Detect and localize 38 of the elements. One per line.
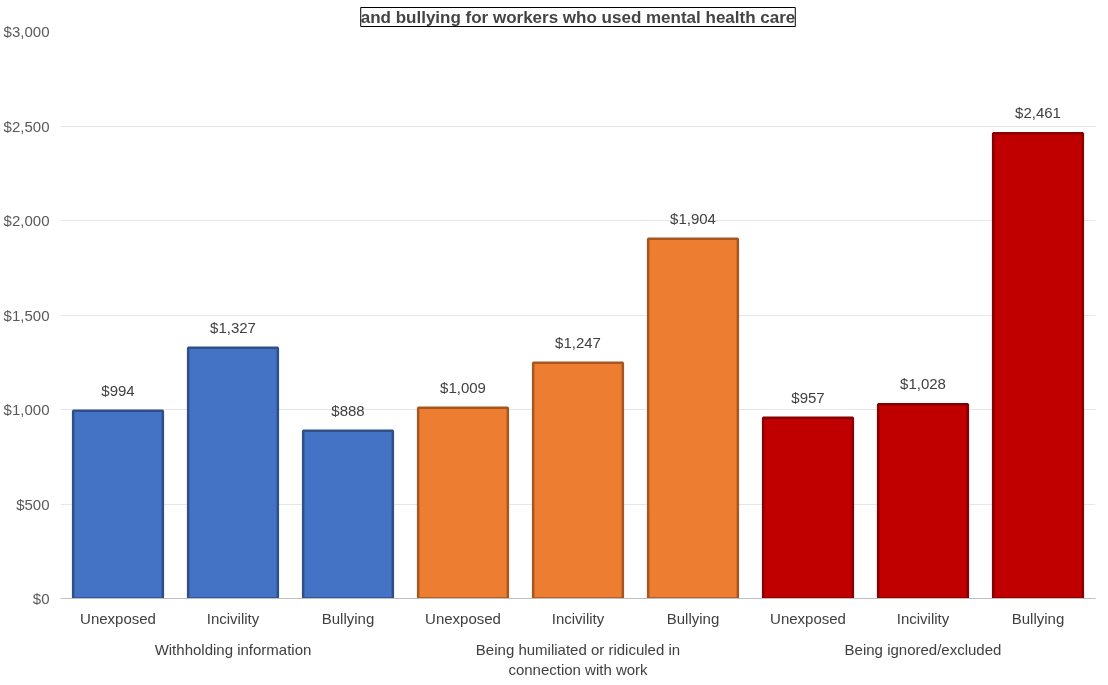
x-tick-label: Unexposed <box>425 609 501 627</box>
y-tick-label: $2,500 <box>3 117 50 135</box>
text: Being ignored/excluded <box>844 640 1002 658</box>
y-tick-label: $1,500 <box>3 306 50 324</box>
x-tick-label: Unexposed <box>80 609 156 627</box>
chart-title: and bullying for workers who used mental health care <box>360 7 796 27</box>
x-tick-label: Incivility <box>206 609 260 627</box>
bar <box>876 402 970 599</box>
y-tick-label: $2,000 <box>3 212 50 229</box>
data-label: $1,247 <box>555 333 601 351</box>
x-tick-label: Bullying <box>666 609 720 627</box>
y-tick-label: $3,000 <box>3 23 50 40</box>
data-label: $957 <box>791 388 825 406</box>
data-label: $888 <box>331 401 365 419</box>
data-label: $2,461 <box>1015 104 1061 122</box>
x-tick-label: Incivility <box>896 609 950 627</box>
data-label: $1,904 <box>670 209 716 227</box>
data-label: $994 <box>101 381 135 399</box>
bar <box>761 416 855 599</box>
x-tick-label: Unexposed <box>770 609 846 627</box>
text: Withholding information <box>154 640 312 658</box>
bar <box>71 409 165 599</box>
x-tick-label: Incivility <box>551 609 605 627</box>
x-tick-label: Bullying <box>321 609 375 627</box>
y-tick-label: $1,000 <box>3 401 50 418</box>
data-label: $1,028 <box>900 375 946 393</box>
data-label: $1,327 <box>210 318 256 336</box>
bar <box>991 132 1085 599</box>
x-tick-label: Bullying <box>1011 609 1065 627</box>
bar <box>301 429 395 599</box>
text: Being humiliated or ridiculed in connection with work <box>475 640 681 678</box>
y-tick-label: $500 <box>16 495 50 513</box>
bar <box>531 361 625 599</box>
bar <box>416 406 510 599</box>
bar <box>186 346 280 599</box>
y-tick-label: $0 <box>32 590 50 607</box>
bar <box>646 237 740 599</box>
data-label: $1,009 <box>440 378 486 396</box>
